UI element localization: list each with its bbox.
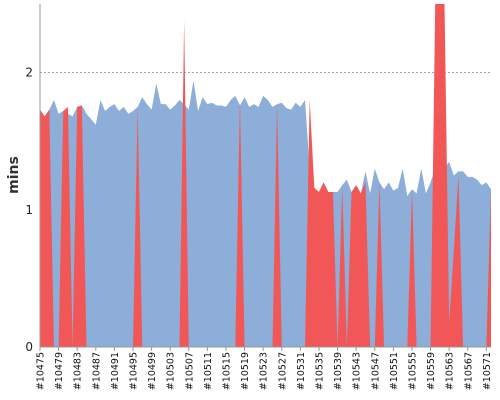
x-tick-label-1: #10479 xyxy=(54,352,65,390)
x-tick-label-3: #10487 xyxy=(91,352,102,390)
axes xyxy=(39,4,491,348)
x-tick-label-20: #10555 xyxy=(407,352,418,390)
x-tick-label-24: #10571 xyxy=(482,352,493,390)
x-tick-label-6: #10499 xyxy=(147,352,158,390)
x-tick-label-7: #10503 xyxy=(166,352,177,390)
x-tick-label-16: #10539 xyxy=(333,352,344,390)
x-tick-label-19: #10551 xyxy=(389,352,400,390)
x-ticks: #10475 #10479 #10483 #10487 #10491 #10495 #104… xyxy=(36,347,493,390)
x-tick-label-21: #10559 xyxy=(426,352,437,390)
x-tick-label-9: #10511 xyxy=(203,352,214,390)
x-tick-label-10: #10515 xyxy=(221,352,232,390)
x-tick-label-11: #10519 xyxy=(240,352,251,390)
x-tick-label-0: #10475 xyxy=(36,352,47,390)
y-tick-label-1: 1 xyxy=(25,203,33,217)
x-tick-label-12: #10523 xyxy=(259,352,270,390)
series-area-1 xyxy=(40,4,491,347)
y-ticks: 0 1 2 xyxy=(25,66,33,354)
x-tick-label-22: #10563 xyxy=(445,352,456,390)
x-tick-label-2: #10483 xyxy=(73,352,84,390)
x-tick-label-5: #10495 xyxy=(128,352,139,390)
y-axis-title: mins xyxy=(6,156,22,194)
x-tick-label-18: #10547 xyxy=(370,352,381,390)
x-tick-label-4: #10491 xyxy=(110,352,121,390)
y-tick-label-2: 2 xyxy=(25,66,33,80)
series-area-0 xyxy=(40,80,491,347)
x-tick-label-23: #10567 xyxy=(463,352,474,390)
x-tick-label-17: #10543 xyxy=(352,352,363,390)
x-tick-label-15: #10535 xyxy=(314,352,325,390)
x-tick-label-14: #10531 xyxy=(296,352,307,390)
x-tick-label-13: #10527 xyxy=(277,352,288,390)
y-tick-label-0: 0 xyxy=(25,340,33,354)
series-areas xyxy=(40,4,491,347)
x-tick-label-8: #10507 xyxy=(184,352,195,390)
